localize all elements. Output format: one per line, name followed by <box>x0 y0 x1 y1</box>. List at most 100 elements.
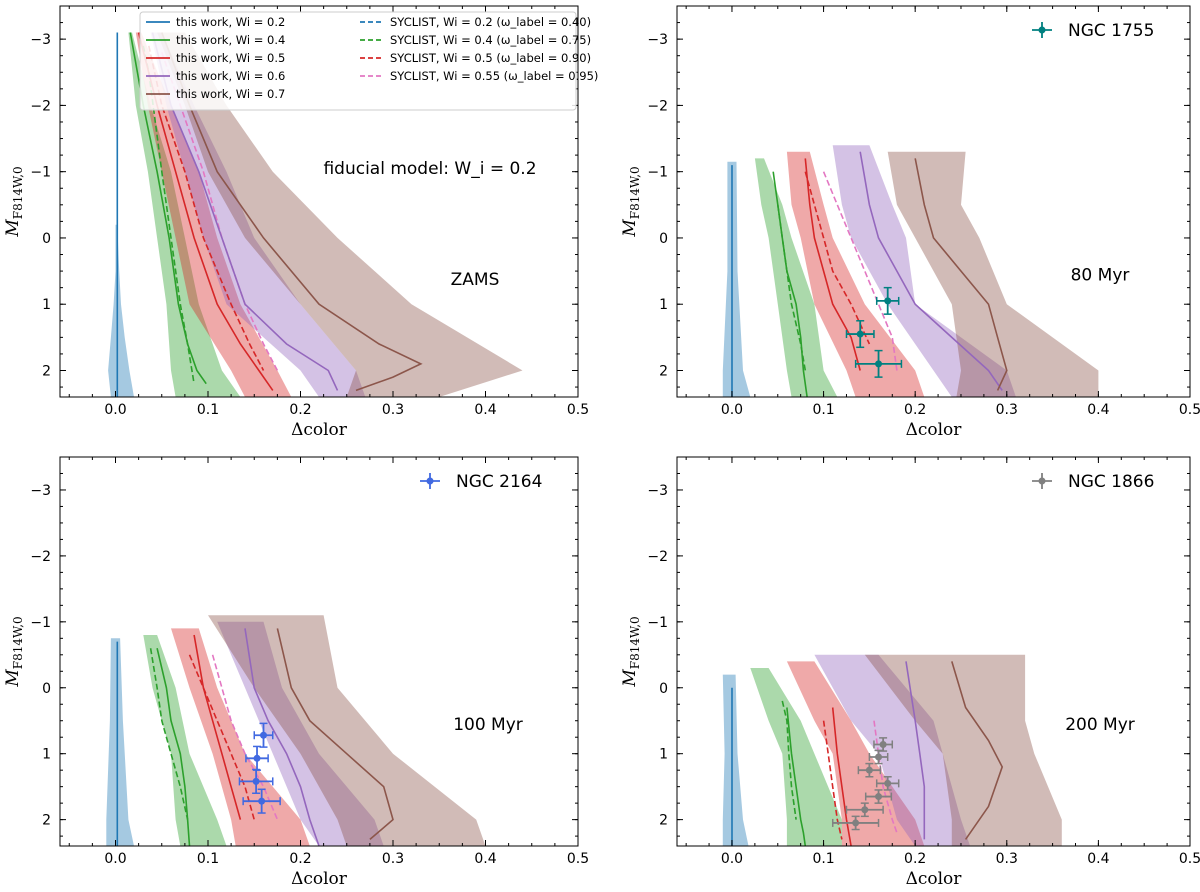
x-axis-label: Δcolor <box>906 420 963 440</box>
band-band-wi-0-2 <box>108 224 134 397</box>
data-point <box>875 776 900 791</box>
band-band-wi-0-6 <box>832 145 1016 397</box>
x-tick-label: 0.0 <box>721 851 743 867</box>
y-tick-label: 0 <box>659 231 668 247</box>
legend-label: this work, Wi = 0.6 <box>176 69 285 83</box>
y-tick-label: 1 <box>42 297 51 313</box>
x-tick-label: 0.5 <box>1179 402 1200 418</box>
x-axis-label: Δcolor <box>906 869 963 889</box>
line-this-work-wi-0-6 <box>859 151 1003 391</box>
y-label-main: M <box>3 219 23 238</box>
cluster-legend: NGC 2164 <box>420 472 542 492</box>
x-tick-label: 0.0 <box>721 402 743 418</box>
data-point <box>854 349 903 378</box>
x-tick-label: 0.3 <box>382 402 404 418</box>
x-tick-label: 0.1 <box>812 851 834 867</box>
plot-area <box>722 145 1099 397</box>
plot-area <box>722 654 1062 846</box>
x-axis-label: Δcolor <box>291 869 348 889</box>
y-tick-label: 1 <box>42 747 51 763</box>
y-tick-label: −1 <box>30 165 51 181</box>
data-point <box>875 286 900 315</box>
axes-frame <box>59 5 579 398</box>
legend-label: this work, Wi = 0.2 <box>176 15 285 29</box>
line-this-work-wi-0-7 <box>951 661 1004 840</box>
band-band-wi-0-2 <box>722 674 749 846</box>
legend-label: this work, Wi = 0.5 <box>176 51 285 65</box>
panel-bottom-right: 0.0 0.1 0.2 0.3 0.4 0.5 −3 −2 −1 0 1 2 Δcolor MF814W,… <box>620 456 1200 889</box>
y-tick-label: −1 <box>30 615 51 631</box>
y-axis-label: MF814W,0 <box>3 616 25 687</box>
point-marker <box>253 754 261 762</box>
band-band-wi-0-5 <box>171 628 310 846</box>
line-syclist-wi-0-55 <box>873 720 898 834</box>
y-tick-label: −2 <box>647 98 668 114</box>
x-tick-label: 0.2 <box>904 851 926 867</box>
fiducial-annotation: fiducial model: W_i = 0.2 <box>323 159 536 179</box>
point-marker <box>884 779 892 787</box>
panel-top-right: 0.0 0.1 0.2 0.3 0.4 0.5 −3 −2 −1 0 1 2 Δcolor MF814W,… <box>620 5 1200 440</box>
line-this-work-wi-0-6 <box>905 661 926 840</box>
x-axis-label: Δcolor <box>291 420 348 440</box>
band-band-wi-0-6 <box>814 654 971 846</box>
axes-frame <box>676 5 1191 398</box>
point-marker <box>258 797 266 805</box>
x-tick-label: 0.3 <box>382 851 404 867</box>
y-tick-label: −3 <box>647 483 668 499</box>
line-syclist-wi-0-5 <box>804 171 871 345</box>
line-this-work-wi-0-7 <box>276 628 394 841</box>
data-point <box>864 789 893 804</box>
x-tick-label: 0.1 <box>197 402 219 418</box>
line-this-work-wi-0-7 <box>161 32 423 392</box>
line-this-work-wi-0-6 <box>151 32 339 391</box>
band-band-wi-0-2 <box>722 161 751 397</box>
band-band-wi-0-7 <box>887 151 1099 397</box>
band-band-wi-0-5 <box>786 661 925 846</box>
line-syclist-wi-0-55 <box>211 654 279 820</box>
point-marker <box>852 819 860 827</box>
y-tick-label: 0 <box>42 231 51 247</box>
x-tick-label: 0.0 <box>104 851 126 867</box>
x-tick-label: 0.0 <box>104 402 126 418</box>
plot-area <box>106 615 486 846</box>
line-syclist-wi-0-5 <box>822 720 843 840</box>
y-tick-label: 0 <box>42 681 51 697</box>
y-tick-label: −3 <box>30 483 51 499</box>
band-band-wi-0-4 <box>143 635 227 846</box>
y-tick-label: 1 <box>659 747 668 763</box>
data-point <box>857 762 882 778</box>
y-tick-label: 2 <box>659 363 668 379</box>
data-point <box>242 788 281 814</box>
y-axis-label: MF814W,0 <box>620 616 642 687</box>
line-this-work-wi-0-6 <box>244 628 320 846</box>
x-tick-label: 0.1 <box>812 402 834 418</box>
x-tick-label: 0.2 <box>904 402 926 418</box>
y-tick-label: 2 <box>42 813 51 829</box>
legend-label: SYCLIST, Wi = 0.4 (ω_label = 0.75) <box>390 33 591 47</box>
panel-top-left: 0.0 0.1 0.2 0.3 0.4 0.5 −3 −2 −1 0 1 2 Δcolor MF814W,… <box>3 5 598 440</box>
y-axis-label: MF814W,0 <box>3 166 25 237</box>
band-band-wi-0-6 <box>217 621 384 846</box>
band-band-wi-0-2 <box>106 638 134 846</box>
y-tick-label: −2 <box>30 549 51 565</box>
data-point <box>831 815 880 831</box>
y-tick-label: −1 <box>647 165 668 181</box>
cluster-name: NGC 1755 <box>1068 21 1154 41</box>
band-band-wi-0-7 <box>864 654 1062 846</box>
y-tick-label: 0 <box>659 681 668 697</box>
x-tick-label: 0.4 <box>474 402 496 418</box>
legend-marker <box>1038 26 1046 34</box>
y-tick-label: −3 <box>30 32 51 48</box>
line-syclist-wi-0-5 <box>188 654 255 820</box>
x-tick-label: 0.1 <box>197 851 219 867</box>
x-tick-label: 0.2 <box>289 851 311 867</box>
y-label-main: M <box>620 219 640 238</box>
line-syclist-wi-0-4 <box>781 700 797 820</box>
y-tick-label: 1 <box>659 297 668 313</box>
line-syclist-wi-0-4 <box>149 648 189 820</box>
x-tick-label: 0.3 <box>996 402 1018 418</box>
x-tick-label: 0.2 <box>289 402 311 418</box>
x-tick-label: 0.5 <box>567 851 589 867</box>
y-label-sub: F814W,0 <box>11 166 25 219</box>
data-point <box>873 737 894 752</box>
